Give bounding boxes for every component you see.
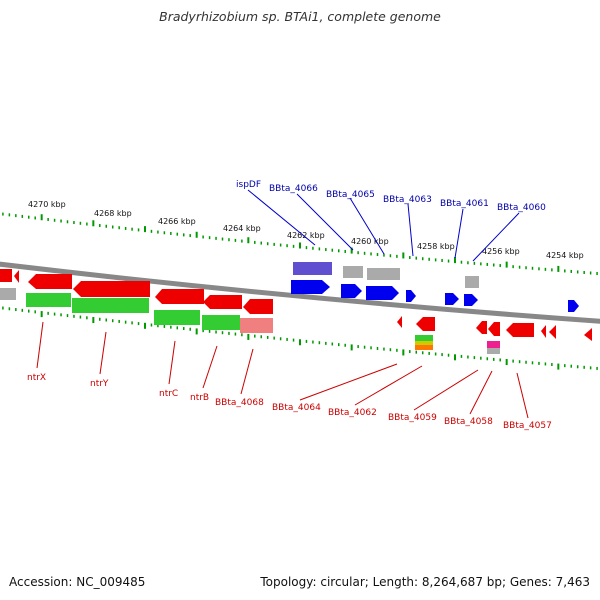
scale-ticks-top [2, 212, 598, 275]
cog-bar[interactable] [154, 310, 200, 325]
cog-bar[interactable] [415, 345, 433, 350]
gene-label-top[interactable]: BBta_4060 [497, 203, 546, 213]
gene-arrow-forward-icon[interactable] [406, 290, 416, 302]
gene-arrow-reverse-icon[interactable] [397, 316, 402, 328]
cog-bar[interactable] [415, 335, 433, 341]
gene-arrow-reverse-icon[interactable] [488, 322, 500, 336]
gene-label-bottom[interactable]: ntrB [190, 393, 209, 403]
gene-arrow-reverse-icon[interactable] [0, 269, 12, 282]
pseudo-gene[interactable] [343, 266, 363, 278]
gene-label-bottom[interactable]: ntrC [159, 389, 178, 399]
gene-label-top[interactable]: BBta_4066 [269, 184, 318, 194]
gene-label-bottom[interactable]: ntrX [27, 373, 46, 383]
footer: Accession: NC_009485 Topology: circular;… [0, 570, 600, 594]
gene-label-top[interactable]: ispDF [236, 180, 261, 190]
gene-label-bottom[interactable]: BBta_4057 [503, 421, 552, 431]
pseudo-gene[interactable] [367, 268, 400, 280]
cog-bars[interactable] [26, 293, 592, 354]
cog-bar[interactable] [415, 341, 433, 345]
scale-label: 4262 kbp [287, 231, 325, 240]
top-gene-labels: ispDF BBta_4066 BBta_4065 BBta_4063 BBta… [236, 180, 546, 262]
bottom-gene-labels: ntrX ntrY ntrC ntrB BBta_4068 BBta_4064 … [27, 321, 552, 431]
gene-label-bottom[interactable]: BBta_4062 [328, 408, 377, 418]
forward-genes[interactable] [0, 262, 579, 314]
gene-label-bottom[interactable]: BBta_4059 [388, 413, 437, 423]
pseudo-gene[interactable] [465, 276, 479, 288]
gene-arrow-reverse-icon[interactable] [549, 325, 556, 339]
gene-arrow-reverse-icon[interactable] [476, 321, 487, 334]
scale-label: 4256 kbp [482, 247, 520, 256]
genome-backbone [0, 261, 600, 324]
gene-arrow-forward-icon[interactable] [291, 280, 330, 294]
gene-label-top[interactable]: BBta_4061 [440, 199, 489, 209]
gene-label-bottom[interactable]: BBta_4058 [444, 417, 493, 427]
cog-bar[interactable] [487, 348, 500, 354]
map-title: Bradyrhizobium sp. BTAi1, complete genom… [159, 9, 441, 24]
gene-arrow-reverse-icon[interactable] [243, 299, 273, 314]
scale-ticks-bottom [2, 306, 598, 370]
rna-gene[interactable] [293, 262, 332, 275]
scale-label: 4266 kbp [158, 217, 196, 226]
gene-label-top[interactable]: BBta_4063 [383, 195, 432, 205]
topology-text: Topology: circular; Length: 8,264,687 bp… [260, 575, 590, 589]
gene-arrow-reverse-icon[interactable] [14, 270, 19, 283]
scale-label: 4260 kbp [351, 237, 389, 246]
gene-label-bottom[interactable]: ntrY [90, 379, 109, 389]
gene-arrow-reverse-icon[interactable] [28, 274, 72, 289]
gene-arrow-reverse-icon[interactable] [155, 289, 204, 304]
gene-label-top[interactable]: BBta_4065 [326, 190, 375, 200]
gene-arrow-reverse-icon[interactable] [73, 281, 150, 297]
scale-label: 4254 kbp [546, 251, 584, 260]
gene-arrow-reverse-icon[interactable] [506, 323, 534, 337]
scale-label: 4270 kbp [28, 200, 66, 209]
gene-label-bottom[interactable]: BBta_4068 [215, 398, 264, 408]
gene-arrow-forward-icon[interactable] [341, 284, 362, 298]
gene-arrow-forward-icon[interactable] [568, 300, 579, 312]
gene-arrow-reverse-icon[interactable] [203, 295, 242, 309]
gene-arrow-forward-icon[interactable] [464, 294, 478, 306]
gene-label-bottom[interactable]: BBta_4064 [272, 403, 321, 413]
scale-labels: 4270 kbp 4268 kbp 4266 kbp 4264 kbp 4262… [28, 200, 584, 260]
cog-bar[interactable] [202, 315, 240, 330]
accession-text: Accession: NC_009485 [9, 575, 146, 589]
cog-bar[interactable] [240, 318, 273, 333]
pseudo-gene[interactable] [0, 288, 16, 300]
cog-bar[interactable] [72, 298, 149, 313]
scale-label: 4258 kbp [417, 242, 455, 251]
gene-arrow-reverse-icon[interactable] [584, 328, 592, 341]
gene-arrow-forward-icon[interactable] [366, 286, 399, 300]
cog-bar[interactable] [487, 341, 500, 348]
cog-bar[interactable] [26, 293, 71, 307]
scale-label: 4264 kbp [223, 224, 261, 233]
gene-arrow-reverse-icon[interactable] [416, 317, 435, 331]
gene-arrow-forward-icon[interactable] [445, 293, 459, 305]
gene-arrow-reverse-icon[interactable] [541, 325, 546, 338]
scale-label: 4268 kbp [94, 209, 132, 218]
